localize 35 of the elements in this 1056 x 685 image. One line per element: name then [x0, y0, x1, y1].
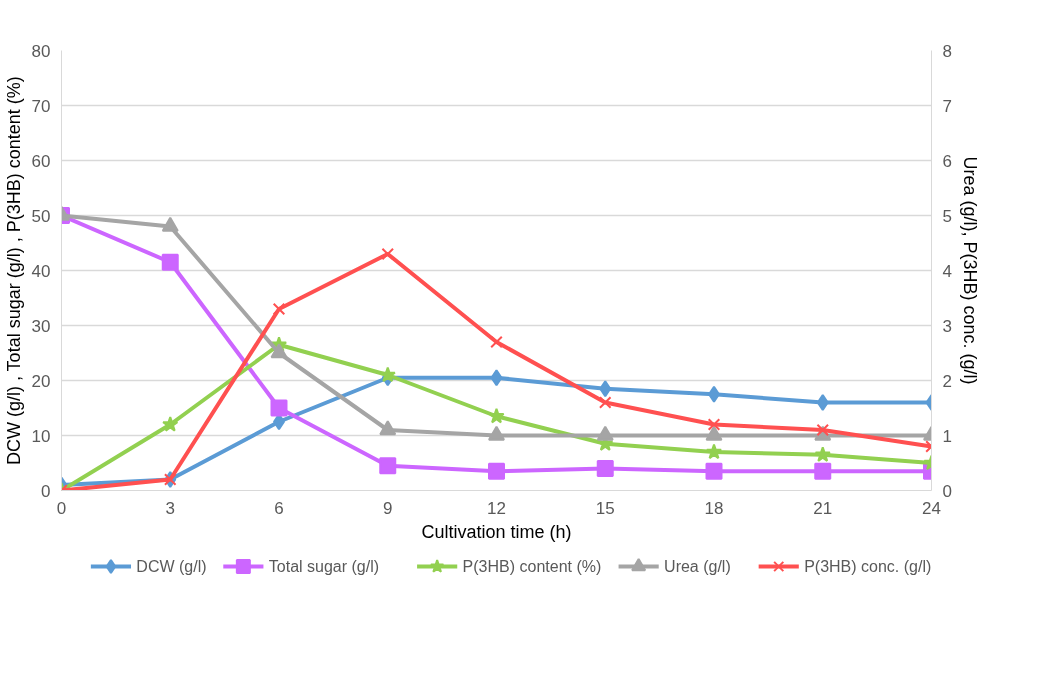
y2-tick-label: 8	[942, 41, 952, 61]
x-axis-title: Cultivation time (h)	[421, 521, 572, 542]
y2-tick-label: 7	[942, 96, 952, 116]
y-tick-label: 50	[31, 206, 51, 226]
x-tick-label: 24	[922, 498, 941, 518]
x-tick-label: 3	[165, 498, 175, 518]
y-tick-label: 0	[41, 481, 51, 501]
y-tick-label: 70	[31, 96, 51, 116]
y2-axis-title: Urea (g/l), P(3HB) conc. (g/l)	[959, 156, 980, 385]
x-tick-label: 15	[595, 498, 615, 518]
y2-tick-label: 3	[942, 316, 952, 336]
x-tick-label: 18	[704, 498, 724, 518]
y-tick-label: 20	[31, 371, 51, 391]
y2-tick-label: 6	[942, 151, 952, 171]
y2-tick-label: 4	[942, 261, 952, 281]
y-tick-label: 60	[31, 151, 51, 171]
y-tick-label: 10	[31, 426, 51, 446]
y-tick-label: 80	[31, 41, 51, 61]
y-tick-label: 40	[31, 261, 51, 281]
y2-tick-label: 2	[942, 371, 952, 391]
legend-label: DCW (g/l)	[136, 558, 207, 575]
x-tick-label: 6	[274, 498, 284, 518]
y2-tick-label: 5	[942, 206, 952, 226]
y-axis-title: DCW (g/l) , Total sugar (g/l) , P(3HB) content (%)	[3, 76, 24, 466]
x-tick-label: 0	[56, 498, 67, 518]
y2-tick-label: 0	[942, 481, 952, 501]
y-tick-label: 30	[31, 316, 51, 336]
x-tick-label: 21	[813, 498, 833, 518]
legend-label: P(3HB) conc. (g/l)	[804, 558, 932, 575]
y2-tick-label: 1	[942, 426, 952, 446]
legend-label: P(3HB) content (%)	[462, 558, 602, 575]
legend-label: Urea (g/l)	[664, 558, 731, 575]
x-tick-label: 12	[487, 498, 506, 518]
x-tick-label: 9	[383, 498, 393, 518]
legend-label: Total sugar (g/l)	[268, 558, 380, 575]
